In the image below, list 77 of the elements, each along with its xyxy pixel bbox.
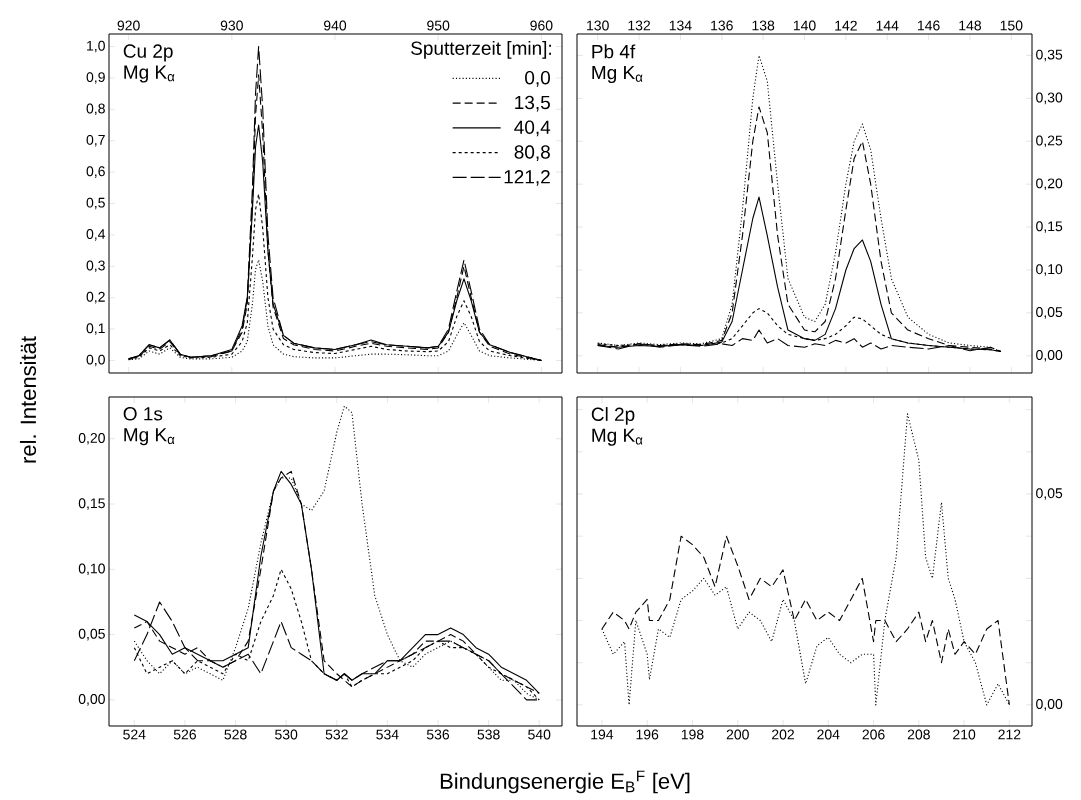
y-tick-label: 0,5 — [86, 197, 105, 210]
annotation: Mg K$_{α}$ — [592, 66, 643, 84]
y-tick-label: 0,35 — [1036, 49, 1063, 62]
x-tick-label: 930 — [220, 20, 243, 31]
x-tick-label: 526 — [173, 729, 196, 740]
x-tick-label: 138 — [752, 20, 775, 31]
y-tick-label: 0,0 — [86, 354, 105, 367]
x-axis-title: Bindungsenergie E$_{B}$$^{F}$ [eV] — [440, 770, 690, 794]
x-tick-label: 148 — [959, 20, 982, 31]
x-tick-label: 210 — [953, 729, 976, 740]
y-tick-label: 0,25 — [1036, 135, 1063, 148]
x-tick-label: 140 — [793, 20, 816, 31]
x-tick-label: 532 — [325, 729, 348, 740]
y-tick-label: 0,10 — [1036, 264, 1063, 276]
annotation: Mg K$_{α}$ — [124, 65, 175, 83]
x-tick-label: 530 — [275, 729, 298, 740]
x-tick-label: 534 — [376, 729, 399, 740]
y-tick-label: 0,00 — [1036, 699, 1063, 711]
legend-label: 40,4 — [514, 120, 551, 137]
x-tick-label: 150 — [1000, 20, 1023, 31]
y-tick-label: 0,9 — [86, 72, 105, 84]
x-tick-label: 960 — [530, 20, 553, 31]
x-tick-label: 198 — [681, 729, 704, 740]
annotation: Cu 2p — [123, 44, 173, 62]
legend-label: 80,8 — [514, 145, 550, 161]
annotation: Mg K$_{α}$ — [592, 428, 643, 446]
x-tick-label: 538 — [477, 729, 500, 740]
annotation: Cl 2p — [591, 407, 635, 425]
y-tick-label: 0,00 — [1036, 350, 1063, 362]
y-axis-title: rel. Intensität — [19, 336, 37, 463]
x-tick-label: 950 — [427, 20, 450, 31]
x-tick-label: 528 — [224, 729, 247, 740]
x-tick-label: 142 — [835, 20, 857, 31]
y-tick-label: 0,7 — [86, 134, 105, 147]
annotation: Mg K$_{α}$ — [124, 428, 175, 446]
x-tick-label: 212 — [998, 729, 1021, 740]
y-tick-label: 0,6 — [86, 166, 105, 178]
x-tick-label: 136 — [711, 20, 733, 31]
annotation: O 1s — [123, 407, 163, 421]
y-tick-label: 0,20 — [78, 432, 105, 445]
x-tick-label: 204 — [817, 729, 840, 740]
y-tick-label: 0,05 — [1036, 307, 1063, 319]
x-tick-label: 196 — [636, 729, 659, 740]
x-tick-label: 200 — [726, 729, 749, 740]
x-tick-label: 524 — [123, 729, 146, 740]
y-tick-label: 0,20 — [1036, 178, 1063, 190]
y-tick-label: 0,30 — [1036, 92, 1063, 105]
x-tick-label: 920 — [117, 20, 140, 31]
x-tick-label: 134 — [669, 20, 692, 31]
y-tick-label: 0,10 — [78, 563, 105, 576]
x-tick-label: 940 — [323, 20, 347, 31]
x-tick-label: 540 — [528, 729, 551, 740]
x-tick-label: 206 — [862, 729, 885, 740]
y-tick-label: 0,05 — [78, 628, 105, 641]
x-tick-label: 202 — [772, 729, 794, 740]
y-tick-label: 0,4 — [86, 229, 106, 241]
y-tick-label: 0,8 — [86, 103, 105, 116]
y-tick-label: 1,0 — [87, 40, 105, 53]
x-tick-label: 130 — [587, 20, 609, 31]
legend-label: 0,0 — [525, 70, 550, 87]
x-tick-label: 536 — [426, 729, 450, 740]
y-tick-label: 0,15 — [78, 498, 105, 510]
y-tick-label: 0,00 — [78, 694, 105, 706]
legend-title: Sputterzeit [min]: — [411, 40, 551, 59]
legend-label: 13,5 — [515, 95, 550, 112]
x-tick-label: 146 — [917, 20, 940, 31]
x-tick-label: 208 — [907, 729, 930, 740]
y-tick-label: 0,1 — [86, 323, 105, 335]
x-tick-label: 132 — [628, 20, 651, 31]
annotation: Pb 4f — [592, 44, 636, 59]
y-tick-label: 0,05 — [1036, 488, 1063, 500]
y-tick-label: 0,3 — [86, 260, 105, 273]
legend-label: 121,2 — [504, 170, 550, 186]
x-tick-label: 194 — [591, 729, 614, 740]
y-tick-label: 0,2 — [86, 291, 105, 304]
y-tick-label: 0,15 — [1036, 221, 1063, 233]
x-tick-label: 144 — [876, 20, 899, 31]
